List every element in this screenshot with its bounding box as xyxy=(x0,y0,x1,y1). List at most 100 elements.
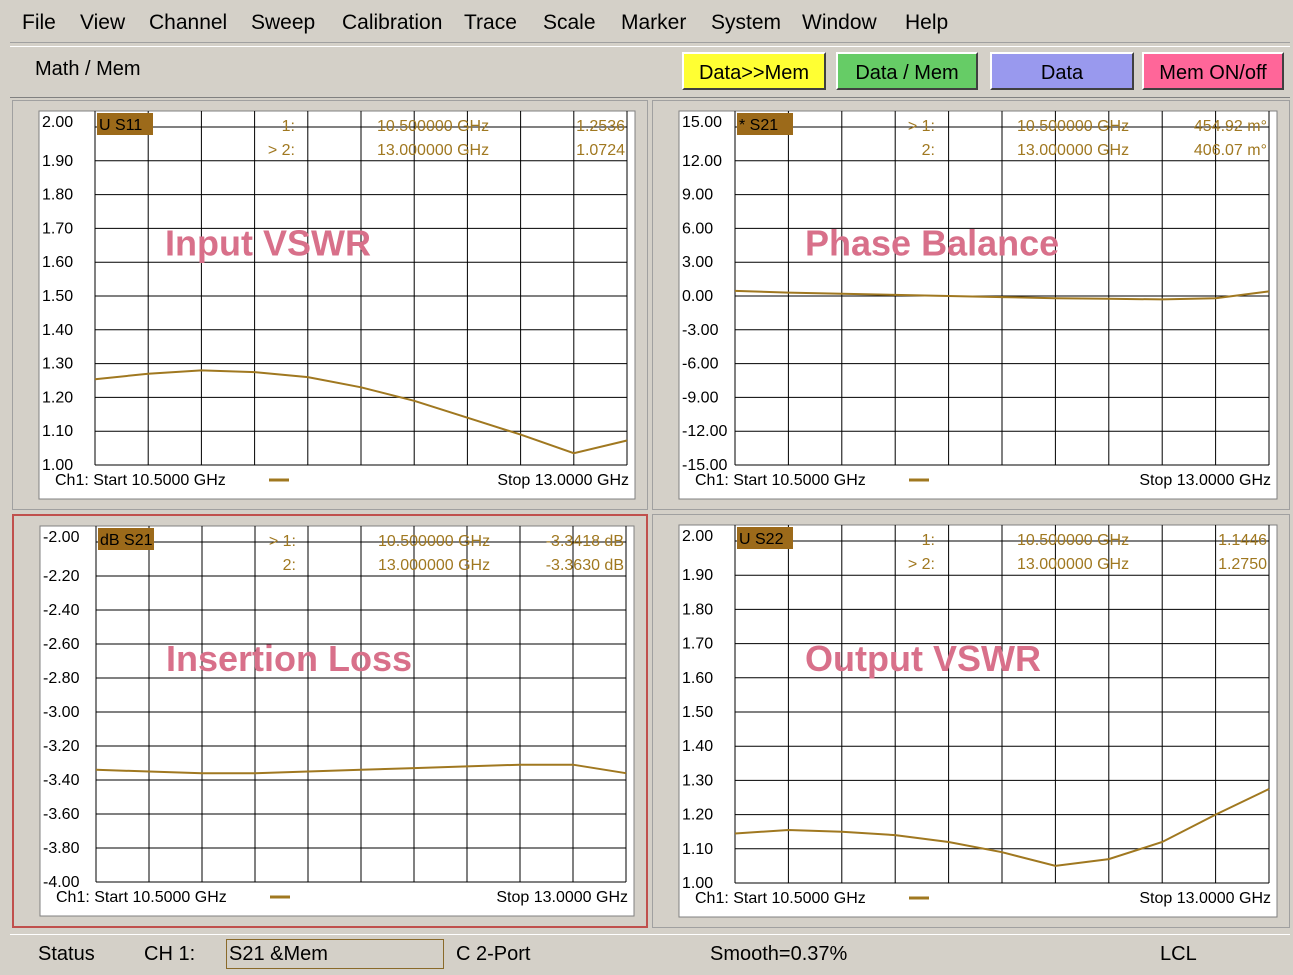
status-port: C 2-Port xyxy=(456,943,531,965)
footer-stop-frequency: Stop 13.0000 GHz xyxy=(497,472,629,489)
y-tick-label: 1.50 xyxy=(682,704,713,721)
y-tick-label: 9.00 xyxy=(682,187,713,204)
marker-id: 2: xyxy=(283,557,296,574)
marker-frequency: 10.500000 GHz xyxy=(1017,532,1129,549)
chart-svg: 2.00 1.90 1.80 1.70 1.60 1.50 1.40 1.30 1.20 1.10… xyxy=(678,524,1278,918)
y-tick-label: 1.90 xyxy=(42,153,73,170)
overlay-title: Phase Balance xyxy=(805,222,1059,263)
menu-sweep[interactable]: Sweep xyxy=(251,11,316,34)
marker-id: > 2: xyxy=(268,142,295,159)
menu-view[interactable]: View xyxy=(80,11,126,34)
menu-trace[interactable]: Trace xyxy=(464,11,517,34)
footer-start-frequency: Ch1: Start 10.5000 GHz xyxy=(55,472,226,489)
menu-help[interactable]: Help xyxy=(905,11,949,34)
y-tick-label: -15.00 xyxy=(682,457,727,474)
math-mem-toolbar: Math / Mem Data>>Mem Data / Mem Data Mem… xyxy=(10,46,1290,98)
y-tick-label: 1.10 xyxy=(682,841,713,858)
menu-marker[interactable]: Marker xyxy=(621,11,687,34)
marker-frequency: 13.000000 GHz xyxy=(377,142,489,159)
overlay-title: Output VSWR xyxy=(805,638,1041,679)
marker-value: 1.2536 xyxy=(576,118,625,135)
chart-pane-phase-balance[interactable]: 15.00 12.00 9.00 6.00 3.00 0.00 -3.00 -6.00 -9.0… xyxy=(652,100,1290,510)
plot-background xyxy=(38,110,636,500)
trace-line xyxy=(95,763,627,775)
y-tick-label: 1.70 xyxy=(682,636,713,653)
chart-pane-input-vswr[interactable]: 2.00 1.90 1.80 1.70 1.60 1.50 1.40 1.30 1.20 1.10… xyxy=(12,100,648,510)
y-tick-label: -3.40 xyxy=(43,772,80,789)
menu-calibration[interactable]: Calibration xyxy=(342,11,443,34)
y-tick-label: 1.60 xyxy=(42,254,73,271)
status-bar: Status CH 1: S21 &Mem C 2-Port Smooth=0.… xyxy=(10,934,1290,975)
chart-pane-output-vswr[interactable]: 2.00 1.90 1.80 1.70 1.60 1.50 1.40 1.30 1.20 1.10… xyxy=(652,514,1290,928)
marker-id: 1: xyxy=(922,532,935,549)
y-tick-label: -3.80 xyxy=(43,840,80,857)
overlay-title: Input VSWR xyxy=(165,222,371,263)
menu-scale[interactable]: Scale xyxy=(543,11,596,34)
chart-svg: 2.00 1.90 1.80 1.70 1.60 1.50 1.40 1.30 1.20 1.10… xyxy=(38,110,636,500)
y-tick-label: -3.00 xyxy=(43,704,80,721)
marker-frequency: 10.500000 GHz xyxy=(1017,118,1129,135)
trace-badge-bg xyxy=(98,528,154,550)
y-tick-label: 0.00 xyxy=(682,288,713,305)
trace-badge-bg xyxy=(737,527,793,549)
y-tick-label: 1.20 xyxy=(42,389,73,406)
trace-badge: U S22 xyxy=(739,531,784,548)
y-tick-label: 1.10 xyxy=(42,423,73,440)
trace-badge-bg xyxy=(97,113,153,135)
trace-line xyxy=(734,289,1270,301)
marker-id: 1: xyxy=(282,118,295,135)
y-tick-label: 2.00 xyxy=(42,114,73,131)
y-tick-label: 1.30 xyxy=(42,356,73,373)
status-mode: LCL xyxy=(1160,943,1197,965)
marker-id: > 1: xyxy=(269,533,296,550)
y-tick-label: 1.80 xyxy=(682,601,713,618)
status-smoothing: Smooth=0.37% xyxy=(710,943,848,965)
marker-frequency: 10.500000 GHz xyxy=(377,118,489,135)
plot-background xyxy=(678,524,1278,918)
trace-line xyxy=(94,369,628,455)
chart-svg: 15.00 12.00 9.00 6.00 3.00 0.00 -3.00 -6.00 -9.0… xyxy=(678,110,1278,500)
menu-system[interactable]: System xyxy=(711,11,782,34)
status-channel: CH 1: xyxy=(144,943,196,965)
y-tick-label: -12.00 xyxy=(682,423,727,440)
y-tick-label: 1.80 xyxy=(42,187,73,204)
marker-value: 406.07 m° xyxy=(1194,142,1267,159)
toolbar-title: Math / Mem xyxy=(35,58,141,80)
overlay-title: Insertion Loss xyxy=(166,638,412,679)
y-tick-label: -4.00 xyxy=(43,874,80,891)
status-active-trace-field[interactable]: S21 &Mem xyxy=(226,939,444,969)
marker-value: 1.2750 xyxy=(1218,556,1267,573)
marker-value: -3.3418 dB xyxy=(546,533,624,550)
data-div-mem-button[interactable]: Data / Mem xyxy=(836,52,978,90)
footer-stop-frequency: Stop 13.0000 GHz xyxy=(1139,890,1271,907)
data-button[interactable]: Data xyxy=(990,52,1134,90)
plot-background xyxy=(678,110,1278,500)
y-tick-label: 1.00 xyxy=(42,457,73,474)
marker-frequency: 13.000000 GHz xyxy=(378,557,490,574)
marker-value: 1.0724 xyxy=(576,142,625,159)
data-to-mem-button[interactable]: Data>>Mem xyxy=(682,52,826,90)
marker-frequency: 13.000000 GHz xyxy=(1017,556,1129,573)
y-tick-label: 6.00 xyxy=(682,220,713,237)
status-label: Status xyxy=(38,943,95,965)
trace-badge-bg xyxy=(737,113,793,135)
marker-id: > 1: xyxy=(908,118,935,135)
marker-value: 454.92 m° xyxy=(1194,118,1267,135)
chart-pane-insertion-loss[interactable]: -2.00 -2.20 -2.40 -2.60 -2.80 -3.00 -3.20 -3.40… xyxy=(12,514,648,928)
menu-file[interactable]: File xyxy=(22,11,56,34)
trace-badge: U S11 xyxy=(99,117,142,134)
y-tick-label: 1.70 xyxy=(42,220,73,237)
menu-window[interactable]: Window xyxy=(802,11,877,34)
menu-channel[interactable]: Channel xyxy=(149,11,228,34)
marker-id: > 2: xyxy=(908,556,935,573)
y-tick-label: 15.00 xyxy=(682,114,722,131)
footer-start-frequency: Ch1: Start 10.5000 GHz xyxy=(695,890,866,907)
y-tick-label: 1.60 xyxy=(682,670,713,687)
y-tick-label: -9.00 xyxy=(682,389,719,406)
footer-stop-frequency: Stop 13.0000 GHz xyxy=(496,889,628,906)
marker-frequency: 10.500000 GHz xyxy=(378,533,490,550)
y-tick-label: -3.00 xyxy=(682,322,719,339)
y-tick-label: 1.90 xyxy=(682,567,713,584)
mem-on-off-button[interactable]: Mem ON/off xyxy=(1142,52,1284,90)
